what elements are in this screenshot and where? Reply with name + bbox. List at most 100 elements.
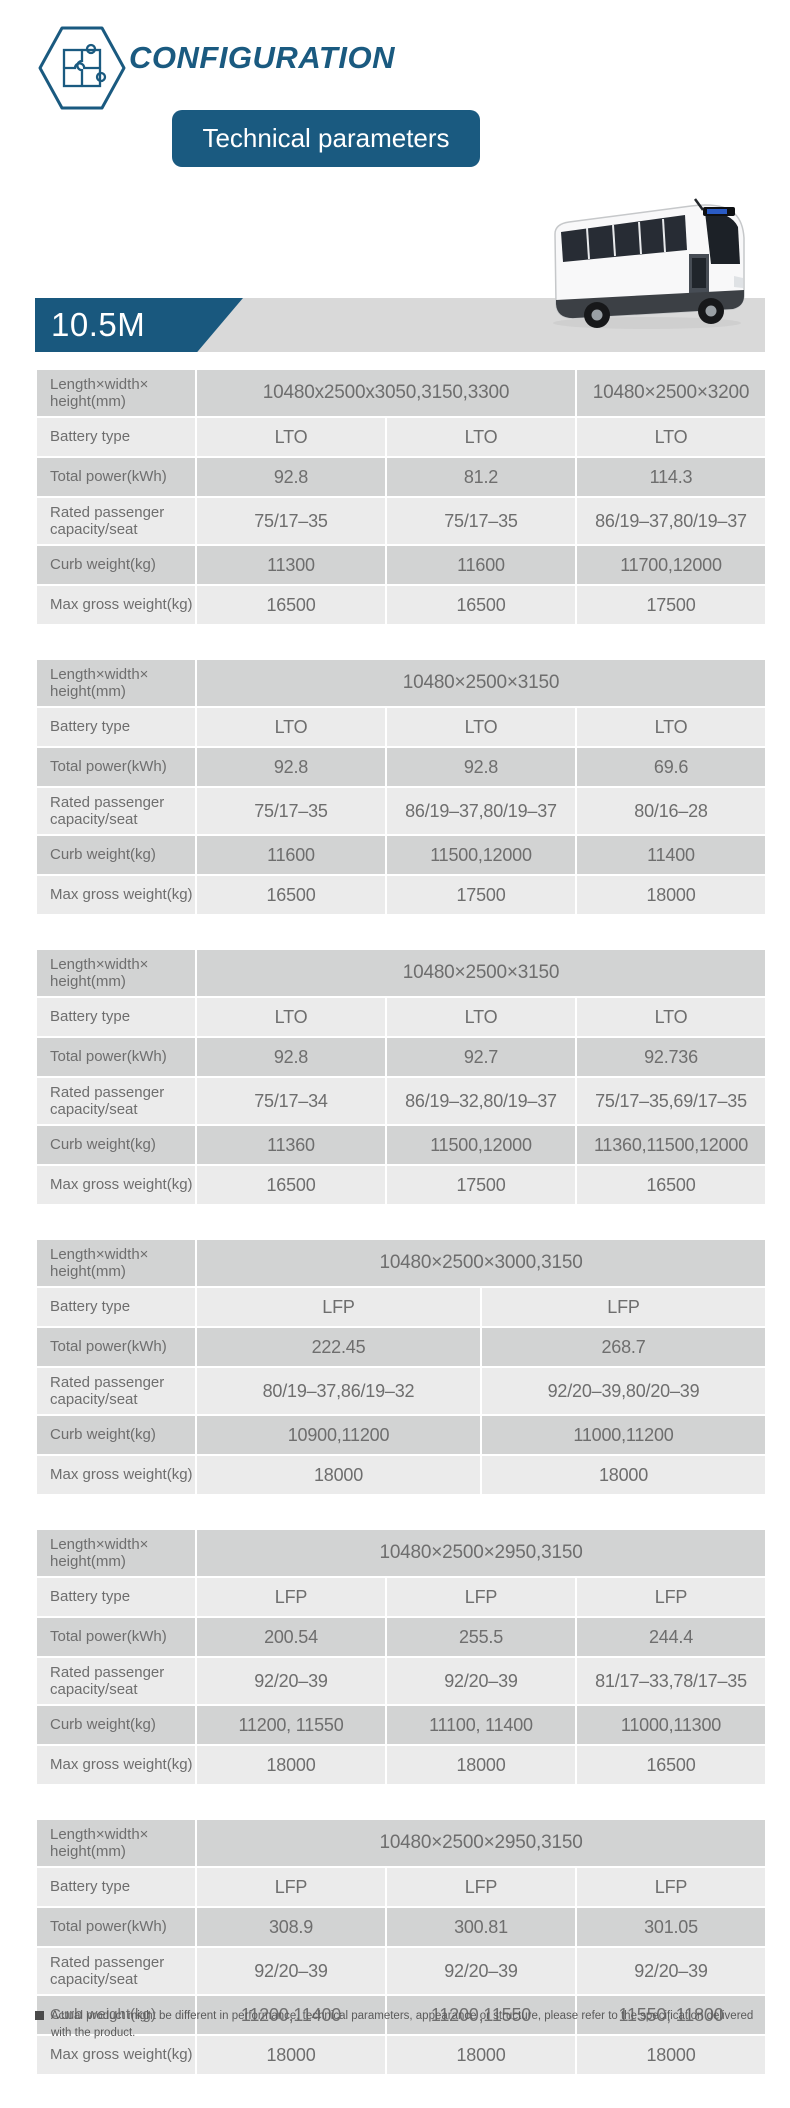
spec-value-max_gross: 16500 — [195, 1164, 387, 1206]
spec-value-battery: LTO — [195, 996, 387, 1038]
spec-row-max_gross: Max gross weight(kg) 18000 18000 16500 — [35, 1744, 768, 1786]
spec-row-power: Total power(kWh) 92.8 81.2 114.3 — [35, 456, 767, 498]
spec-label-battery: Battery type — [35, 996, 197, 1038]
spec-label-battery: Battery type — [35, 1576, 197, 1618]
spec-value-capacity: 75/17–34 — [195, 1076, 387, 1126]
spec-value-dimensions: 10480×2500×2950,3150 — [194, 1818, 768, 1868]
spec-value-power: 114.3 — [575, 456, 767, 498]
spec-value-capacity: 86/19–37,80/19–37 — [575, 496, 767, 546]
spec-row-curb: Curb weight(kg) 11200,11400 11200,11550 115… — [35, 1994, 768, 2036]
spec-label-dimensions: Length×width× height(mm) — [35, 1818, 197, 1868]
spec-value-max_gross: 18000 — [479, 1454, 768, 1496]
spec-value-capacity: 75/17–35 — [385, 496, 577, 546]
spec-value-capacity: 92/20–39 — [195, 1656, 387, 1706]
spec-value-battery: LFP — [574, 1866, 768, 1908]
spec-value-capacity: 92/20–39 — [574, 1946, 768, 1996]
spec-value-max_gross: 17500 — [385, 874, 577, 916]
spec-value-power: 92.8 — [385, 746, 577, 788]
spec-row-power: Total power(kWh) 92.8 92.8 69.6 — [35, 746, 768, 788]
spec-value-curb: 11600 — [385, 544, 577, 586]
spec-value-power: 92.8 — [195, 1036, 387, 1078]
spec-row-power: Total power(kWh) 308.9 300.81 301.05 — [35, 1906, 768, 1948]
spec-row-capacity: Rated passenger capacity/seat 75/17–35 86/1… — [35, 786, 768, 836]
spec-value-capacity: 75/17–35 — [195, 786, 387, 836]
spec-label-capacity: Rated passenger capacity/seat — [35, 786, 197, 836]
spec-row-capacity: Rated passenger capacity/seat 75/17–34 86/1… — [35, 1076, 768, 1126]
spec-label-power: Total power(kWh) — [35, 1326, 197, 1368]
spec-value-max_gross: 18000 — [385, 1744, 577, 1786]
spec-value-max_gross: 17500 — [575, 584, 767, 626]
spec-value-curb: 11200,11400 — [195, 1994, 387, 2036]
spec-value-power: 301.05 — [574, 1906, 768, 1948]
spec-value-max_gross: 18000 — [195, 1454, 482, 1496]
spec-value-max_gross: 18000 — [574, 874, 768, 916]
spec-row-dimensions: Length×width× height(mm) 10480×2500×2950,3… — [35, 1818, 768, 1868]
spec-row-capacity: Rated passenger capacity/seat 92/20–39 92/2… — [35, 1946, 768, 1996]
spec-row-capacity: Rated passenger capacity/seat 92/20–39 92/2… — [35, 1656, 768, 1706]
spec-row-dimensions: Length×width× height(mm) 10480×2500×2950,3… — [35, 1528, 768, 1578]
spec-row-capacity: Rated passenger capacity/seat 75/17–35 75/1… — [35, 496, 767, 546]
spec-value-power: 92.736 — [574, 1036, 768, 1078]
spec-value-battery: LFP — [574, 1576, 768, 1618]
spec-label-curb: Curb weight(kg) — [35, 1994, 197, 2036]
spec-row-battery: Battery type LFP LFP — [35, 1286, 768, 1328]
spec-row-battery: Battery type LTO LTO LTO — [35, 706, 768, 748]
spec-value-curb: 11300 — [195, 544, 387, 586]
spec-label-max_gross: Max gross weight(kg) — [35, 2034, 197, 2076]
spec-value-max_gross: 16500 — [195, 584, 387, 626]
spec-label-max_gross: Max gross weight(kg) — [35, 1164, 197, 1206]
puzzle-hexagon-icon — [38, 26, 126, 110]
spec-value-power: 268.7 — [479, 1326, 768, 1368]
spec-table: Length×width× height(mm) 10480×2500×2950,3… — [35, 1528, 768, 1786]
spec-value-battery: LFP — [195, 1576, 387, 1618]
spec-label-capacity: Rated passenger capacity/seat — [35, 1076, 197, 1126]
spec-value-power: 255.5 — [385, 1616, 577, 1658]
spec-label-dimensions: Length×width× height(mm) — [35, 368, 197, 418]
spec-label-power: Total power(kWh) — [35, 1616, 197, 1658]
spec-row-capacity: Rated passenger capacity/seat 80/19–37,86/… — [35, 1366, 768, 1416]
footnote-text: Actual product might be different in per… — [51, 2010, 754, 2040]
spec-label-dimensions: Length×width× height(mm) — [35, 658, 197, 708]
spec-value-curb: 11400 — [574, 834, 768, 876]
spec-label-curb: Curb weight(kg) — [35, 834, 197, 876]
spec-value-battery: LFP — [385, 1576, 577, 1618]
spec-value-capacity: 92/20–39 — [385, 1946, 577, 1996]
spec-value-battery: LFP — [195, 1866, 387, 1908]
spec-row-dimensions: Length×width× height(mm) 10480×2500×3000,3… — [35, 1238, 768, 1288]
model-flag: 10.5M — [35, 298, 243, 352]
spec-value-curb: 11100, 11400 — [385, 1704, 577, 1746]
spec-table: Length×width× height(mm) 10480x2500x3050,3… — [35, 368, 767, 626]
spec-value-curb: 11500,12000 — [385, 1124, 577, 1166]
spec-value-dimensions: 10480×2500×3000,3150 — [194, 1238, 768, 1288]
spec-value-max_gross: 16500 — [195, 874, 387, 916]
spec-label-curb: Curb weight(kg) — [35, 1124, 197, 1166]
spec-value-battery: LTO — [385, 996, 577, 1038]
spec-value-capacity: 86/19–32,80/19–37 — [385, 1076, 577, 1126]
spec-value-curb: 11000,11300 — [574, 1704, 768, 1746]
spec-row-curb: Curb weight(kg) 11300 11600 11700,12000 — [35, 544, 767, 586]
spec-row-battery: Battery type LFP LFP LFP — [35, 1866, 768, 1908]
spec-row-max_gross: Max gross weight(kg) 16500 17500 16500 — [35, 1164, 768, 1206]
square-bullet-icon — [35, 2011, 44, 2020]
spec-value-battery: LFP — [479, 1286, 768, 1328]
spec-value-capacity: 75/17–35,69/17–35 — [574, 1076, 768, 1126]
spec-label-battery: Battery type — [35, 1286, 197, 1328]
footer-note: Actual product might be different in per… — [35, 2008, 761, 2043]
spec-label-max_gross: Max gross weight(kg) — [35, 584, 197, 626]
spec-value-max_gross: 18000 — [195, 2034, 387, 2076]
spec-value-dimensions: 10480×2500×3200 — [575, 368, 767, 418]
spec-value-max_gross: 16500 — [385, 584, 577, 626]
spec-row-power: Total power(kWh) 92.8 92.7 92.736 — [35, 1036, 768, 1078]
spec-value-curb: 11360,11500,12000 — [574, 1124, 768, 1166]
spec-value-battery: LFP — [195, 1286, 482, 1328]
spec-value-max_gross: 18000 — [574, 2034, 768, 2076]
spec-row-dimensions: Length×width× height(mm) 10480×2500×3150 — [35, 658, 768, 708]
spec-label-power: Total power(kWh) — [35, 1036, 197, 1078]
spec-row-max_gross: Max gross weight(kg) 16500 16500 17500 — [35, 584, 767, 626]
spec-label-curb: Curb weight(kg) — [35, 1704, 197, 1746]
spec-row-dimensions: Length×width× height(mm) 10480×2500×3150 — [35, 948, 768, 998]
spec-row-curb: Curb weight(kg) 10900,11200 11000,11200 — [35, 1414, 768, 1456]
spec-value-power: 92.8 — [195, 456, 387, 498]
spec-row-curb: Curb weight(kg) 11200, 11550 11100, 11400 1… — [35, 1704, 768, 1746]
